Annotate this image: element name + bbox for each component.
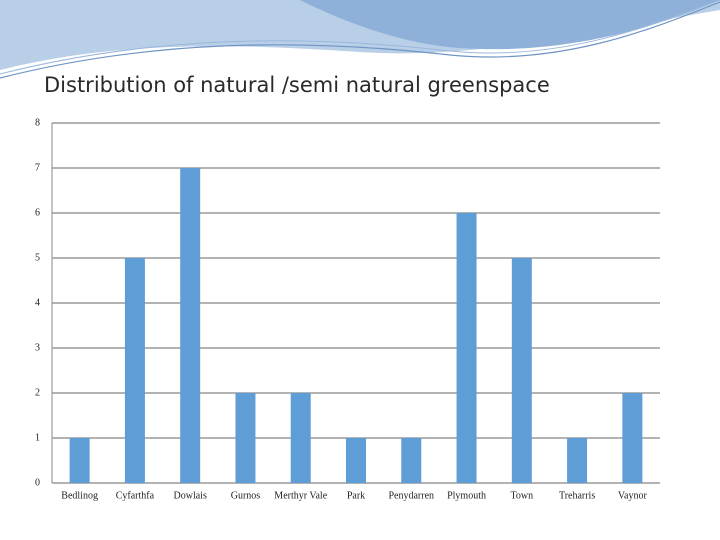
x-tick-label: Town (510, 490, 533, 501)
bar (622, 393, 643, 483)
header-decoration (0, 0, 720, 79)
y-tick-label: 8 (35, 117, 40, 128)
x-tick-label: Park (347, 490, 365, 501)
bar (180, 168, 201, 483)
y-tick-label: 0 (35, 477, 40, 488)
x-tick-label: Gurnos (231, 490, 261, 501)
y-tick-label: 3 (35, 342, 40, 353)
x-tick-label: Merthyr Vale (274, 490, 327, 501)
y-tick-label: 6 (35, 207, 40, 218)
x-tick-label: Cyfarthfa (116, 490, 155, 501)
bar (69, 438, 90, 483)
bar (235, 393, 256, 483)
y-tick-label: 4 (35, 297, 40, 308)
x-tick-label: Bedlinog (61, 490, 98, 501)
chart-title: Distribution of natural /semi natural gr… (44, 73, 550, 97)
x-tick-label: Treharris (559, 490, 595, 501)
y-tick-label: 1 (35, 432, 40, 443)
bar (456, 213, 477, 483)
x-tick-label: Penydarren (388, 490, 434, 501)
y-tick-label: 7 (35, 162, 40, 173)
x-tick-label: Dowlais (174, 490, 207, 501)
y-tick-label: 5 (35, 252, 40, 263)
x-tick-label: Plymouth (447, 490, 486, 501)
bar (290, 393, 311, 483)
x-tick-label: Vaynor (618, 490, 648, 501)
y-tick-label: 2 (35, 387, 40, 398)
bar (401, 438, 422, 483)
bar (346, 438, 366, 483)
bar (511, 258, 532, 483)
bar (124, 258, 145, 483)
bar (567, 438, 588, 483)
